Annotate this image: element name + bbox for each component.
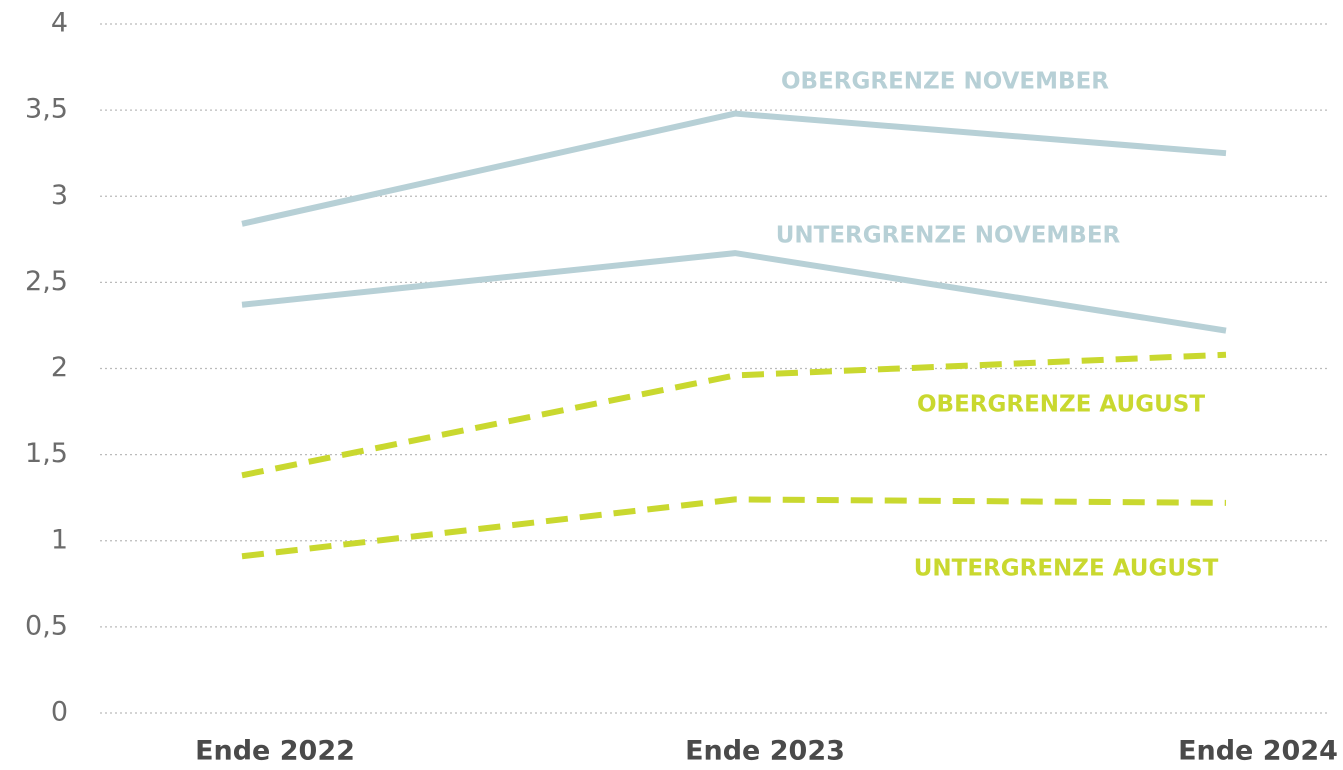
y-tick-label: 2 xyxy=(51,352,68,383)
x-tick-label: Ende 2022 xyxy=(195,736,355,767)
y-tick-label: 1,5 xyxy=(25,438,68,469)
y-tick-label: 0,5 xyxy=(25,610,68,641)
x-tick-label: Ende 2024 xyxy=(1178,736,1338,767)
y-tick-label: 2,5 xyxy=(25,266,68,297)
series-label: UNTERGRENZE AUGUST xyxy=(914,556,1219,582)
y-tick-label: 4 xyxy=(51,8,68,39)
series-line xyxy=(241,110,1227,227)
series-line xyxy=(241,351,1227,479)
y-tick-label: 1 xyxy=(51,524,68,555)
series-line xyxy=(241,496,1227,560)
y-tick-label: 3 xyxy=(51,180,68,211)
series-label: OBERGRENZE AUGUST xyxy=(917,392,1205,418)
series-label: OBERGRENZE NOVEMBER xyxy=(781,69,1109,95)
x-tick-label: Ende 2023 xyxy=(685,736,845,767)
series-line xyxy=(241,250,1227,334)
y-tick-label: 0 xyxy=(51,697,68,728)
y-tick-label: 3,5 xyxy=(25,94,68,125)
series-label: UNTERGRENZE NOVEMBER xyxy=(776,223,1121,249)
